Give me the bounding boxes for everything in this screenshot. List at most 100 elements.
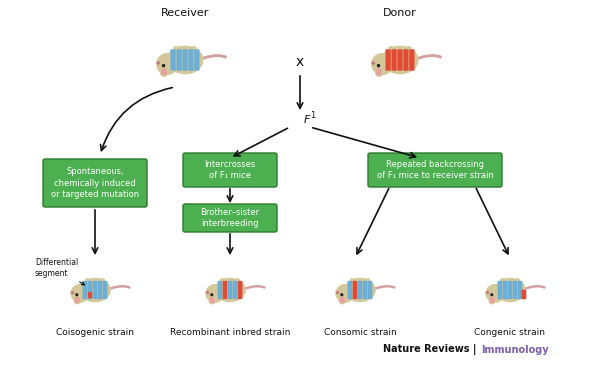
Ellipse shape [382,46,418,74]
Text: Intercrosses
of F₁ mice: Intercrosses of F₁ mice [205,160,256,180]
Ellipse shape [157,62,160,64]
Text: F: F [304,115,310,125]
FancyBboxPatch shape [385,49,391,71]
Ellipse shape [74,296,80,304]
FancyBboxPatch shape [409,49,415,71]
Ellipse shape [71,292,74,294]
FancyBboxPatch shape [43,159,147,207]
FancyBboxPatch shape [497,281,502,299]
Text: Consomic strain: Consomic strain [323,328,397,337]
FancyBboxPatch shape [363,281,367,299]
Ellipse shape [350,279,354,281]
Text: 1: 1 [310,112,315,120]
Ellipse shape [192,47,196,50]
FancyBboxPatch shape [228,281,232,299]
FancyBboxPatch shape [508,281,512,299]
FancyBboxPatch shape [358,281,362,299]
Text: Coisogenic strain: Coisogenic strain [56,328,134,337]
FancyBboxPatch shape [93,281,97,299]
Text: Brother–sister
interbreeding: Brother–sister interbreeding [200,208,260,228]
Ellipse shape [339,296,346,304]
FancyBboxPatch shape [103,281,107,299]
Ellipse shape [490,297,494,303]
Ellipse shape [407,47,411,50]
FancyBboxPatch shape [233,281,238,299]
Circle shape [76,294,77,296]
FancyBboxPatch shape [368,153,502,187]
Ellipse shape [215,279,245,302]
FancyBboxPatch shape [513,281,517,299]
Ellipse shape [160,68,167,76]
Ellipse shape [377,69,382,75]
Ellipse shape [167,46,203,74]
FancyBboxPatch shape [170,49,176,71]
FancyBboxPatch shape [183,153,277,187]
FancyBboxPatch shape [223,281,227,299]
Circle shape [206,285,224,302]
Circle shape [486,285,503,302]
Bar [88,292,91,297]
Ellipse shape [80,279,110,302]
FancyBboxPatch shape [98,281,103,299]
Ellipse shape [101,279,104,281]
Ellipse shape [516,279,520,281]
Ellipse shape [210,297,214,303]
FancyBboxPatch shape [397,49,403,71]
Ellipse shape [345,279,375,302]
FancyBboxPatch shape [353,281,357,299]
Ellipse shape [206,292,209,294]
Ellipse shape [489,296,496,304]
Ellipse shape [340,297,344,303]
FancyBboxPatch shape [518,281,523,299]
Ellipse shape [209,296,215,304]
Ellipse shape [389,47,393,50]
Ellipse shape [75,297,79,303]
Circle shape [377,65,380,67]
Ellipse shape [162,69,166,75]
FancyBboxPatch shape [88,281,92,299]
Text: Differential
segment: Differential segment [35,258,85,285]
Ellipse shape [372,62,374,64]
FancyBboxPatch shape [403,49,409,71]
Ellipse shape [337,292,338,294]
Text: Immunology: Immunology [481,345,548,355]
Text: Donor: Donor [383,8,417,18]
Ellipse shape [487,292,488,294]
FancyBboxPatch shape [188,49,194,71]
Circle shape [372,54,392,75]
Text: Congenic strain: Congenic strain [475,328,545,337]
Ellipse shape [500,279,504,281]
FancyBboxPatch shape [238,281,242,299]
Circle shape [336,285,353,302]
Text: Nature Reviews |: Nature Reviews | [383,344,480,355]
Ellipse shape [86,279,89,281]
Ellipse shape [366,279,370,281]
Circle shape [157,54,178,75]
FancyBboxPatch shape [368,281,373,299]
Text: Repeated backcrossing
of F₁ mice to receiver strain: Repeated backcrossing of F₁ mice to rece… [377,160,493,180]
Text: Spontaneous,
chemically induced
or targeted mutation: Spontaneous, chemically induced or targe… [51,167,139,199]
Ellipse shape [495,279,525,302]
FancyBboxPatch shape [83,281,87,299]
Text: Recombinant inbred strain: Recombinant inbred strain [170,328,290,337]
Circle shape [341,294,343,296]
FancyBboxPatch shape [183,204,277,232]
Ellipse shape [376,68,383,76]
Text: Receiver: Receiver [161,8,209,18]
FancyBboxPatch shape [176,49,182,71]
Circle shape [211,294,212,296]
FancyBboxPatch shape [218,281,222,299]
FancyBboxPatch shape [522,290,526,299]
Text: x: x [296,55,304,69]
Ellipse shape [221,279,224,281]
Circle shape [163,65,164,67]
FancyBboxPatch shape [503,281,507,299]
Ellipse shape [174,47,178,50]
FancyBboxPatch shape [194,49,200,71]
Ellipse shape [236,279,239,281]
FancyBboxPatch shape [347,281,352,299]
Circle shape [491,294,493,296]
FancyBboxPatch shape [182,49,188,71]
Circle shape [71,285,89,302]
FancyBboxPatch shape [391,49,397,71]
